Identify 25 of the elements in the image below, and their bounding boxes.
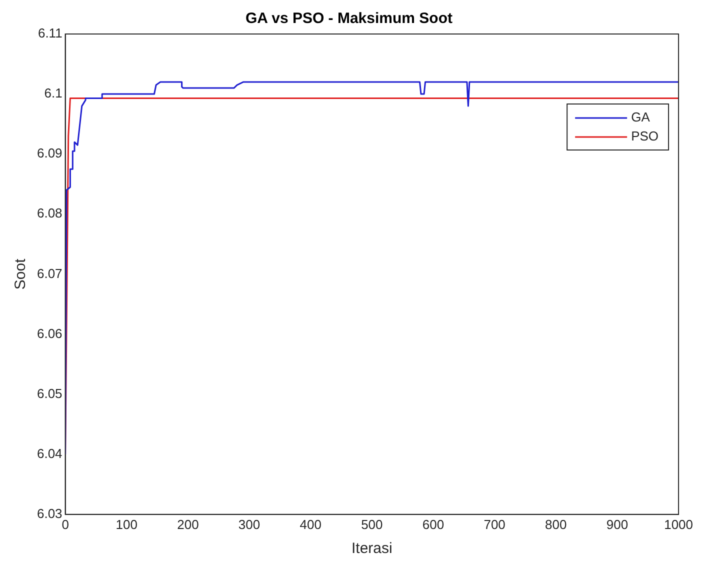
y-tick-label: 6.06 [36,326,62,341]
y-tick-label: 6.03 [36,506,62,521]
y-tick-label: 6.1 [44,86,62,101]
x-tick-label: 700 [484,516,506,532]
x-tick-label: 200 [177,516,199,532]
x-tick-label: 100 [116,516,138,532]
x-axis-title: Iterasi [351,540,392,558]
y-tick-label: 6.11 [38,26,62,41]
y-tick-label: 6.05 [36,386,62,401]
y-tick-label: 6.09 [36,146,62,161]
x-tick-label: 500 [361,516,383,532]
legend-label: PSO [631,128,659,144]
x-tick-label: 600 [422,516,444,532]
y-axis-title: Soot [12,258,30,290]
x-tick-label: 0 [62,516,69,532]
y-tick-label: 6.07 [36,266,62,281]
x-tick-label: 900 [606,516,628,532]
y-tick-label: 6.08 [36,206,62,221]
chart-title: GA vs PSO - Maksimum Soot [246,10,452,28]
x-tick-label: 1000 [664,516,693,532]
x-tick-label: 800 [545,516,567,532]
x-tick-label: 400 [300,516,322,532]
y-tick-label: 6.04 [36,446,62,461]
x-tick-label: 300 [238,516,260,532]
legend-label: GA [631,110,650,125]
